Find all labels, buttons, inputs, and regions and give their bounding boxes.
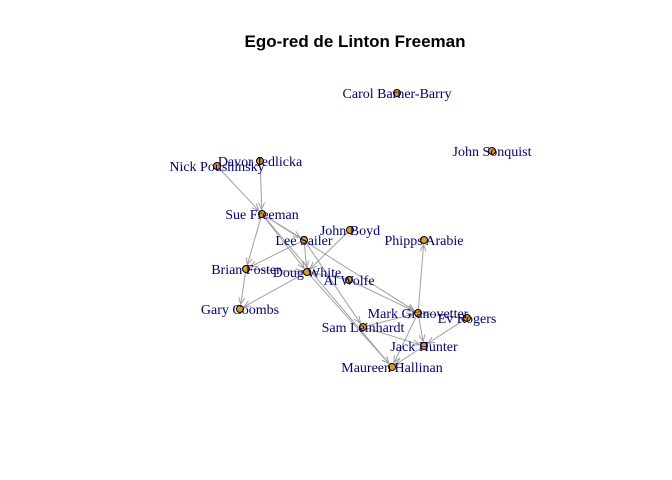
node-label-gary: Gary Coombs — [201, 303, 279, 318]
node-label-carol: Carol Barner-Barry — [343, 87, 452, 102]
node-sue — [258, 210, 266, 218]
node-label-mark: Mark Granovetter — [368, 307, 469, 322]
edge-ev-mark — [423, 314, 464, 319]
edge-al-doug — [311, 273, 346, 280]
node-phipps — [420, 236, 428, 244]
node-ev — [463, 314, 471, 322]
edge-mark-phipps — [417, 245, 423, 310]
node-jack — [420, 342, 428, 350]
edge-davor-sue — [260, 164, 262, 210]
edge-layer — [219, 164, 465, 365]
node-davor — [256, 157, 264, 165]
node-label-al: Al Wolfe — [323, 274, 374, 289]
edge-sue-maureen — [263, 216, 389, 364]
node-label-brian: Brian Foster — [211, 263, 281, 278]
edge-sue-doug — [263, 216, 304, 269]
node-label-jack: Jack Hunter — [390, 340, 458, 355]
node-doug — [303, 268, 311, 276]
node-label-john_s: John Sonquist — [453, 145, 532, 160]
edge-sam-mark — [366, 314, 413, 327]
edge-lee-brian — [250, 241, 302, 267]
node-label-sam: Sam Leinhardt — [322, 321, 405, 336]
node-label-phipps: Phipps Arabie — [385, 234, 464, 249]
node-layer — [213, 89, 496, 371]
edge-mark-jack — [418, 316, 424, 341]
edge-doug-gary — [244, 273, 305, 307]
node-nick — [213, 162, 221, 170]
node-maureen — [388, 363, 396, 371]
edge-lee-sam — [305, 242, 361, 323]
edge-doug-maureen — [308, 274, 389, 364]
edge-brian-gary — [241, 272, 246, 305]
node-label-maureen: Maureen Hallinan — [341, 361, 442, 376]
node-john_b — [346, 226, 354, 234]
node-gary — [236, 305, 244, 313]
edge-nick-sue — [219, 168, 259, 211]
edge-sam-jack — [366, 327, 419, 345]
node-label-sue: Sue Freeman — [225, 208, 298, 223]
node-label-john_b: John Boyd — [320, 224, 380, 239]
node-al — [345, 276, 353, 284]
node-mark — [414, 309, 422, 317]
node-label-lee: Lee Sailer — [275, 234, 332, 249]
node-lee — [300, 236, 308, 244]
label-layer: Carol Barner-Barry John Sonquist Davor Jed… — [169, 87, 531, 376]
node-john_s — [488, 147, 496, 155]
edge-ev-jack — [428, 319, 465, 344]
edge-al-mark — [351, 281, 414, 312]
node-label-doug: Doug White — [273, 266, 342, 281]
edge-lee-doug — [304, 243, 306, 268]
node-label-davor: Davor Jedlicka — [218, 155, 303, 170]
node-sam — [359, 323, 367, 331]
node-label-ev: Ev Rogers — [438, 312, 497, 327]
edge-john_b-doug — [310, 232, 348, 269]
edge-brian-doug — [249, 269, 303, 272]
edge-mark-maureen — [394, 315, 417, 363]
node-brian — [242, 265, 250, 273]
node-carol — [393, 89, 401, 97]
edge-sue-brian — [247, 217, 262, 264]
plot-title: Ego-red de Linton Freeman — [244, 32, 465, 51]
node-label-nick: Nick Poushinsky — [169, 160, 264, 175]
edge-sue-mark — [264, 215, 414, 311]
